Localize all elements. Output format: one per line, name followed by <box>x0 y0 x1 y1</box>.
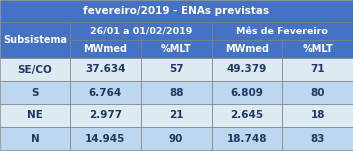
Text: %MLT: %MLT <box>302 44 333 54</box>
Bar <box>141 127 211 150</box>
Text: 21: 21 <box>169 111 183 120</box>
Bar <box>282 127 353 150</box>
Text: 57: 57 <box>169 64 184 74</box>
Text: N: N <box>31 133 40 143</box>
Text: NE: NE <box>27 111 43 120</box>
Text: SE/CO: SE/CO <box>18 64 52 74</box>
Bar <box>211 127 282 150</box>
Text: 18: 18 <box>310 111 325 120</box>
Bar <box>282 81 353 104</box>
Bar <box>70 127 141 150</box>
Text: 18.748: 18.748 <box>227 133 267 143</box>
Bar <box>282 104 353 127</box>
Bar <box>0 127 70 150</box>
Text: 6.764: 6.764 <box>89 87 122 98</box>
Bar <box>141 40 211 58</box>
Bar <box>141 81 211 104</box>
Bar <box>211 58 282 81</box>
Bar <box>282 58 353 81</box>
Text: fevereiro/2019 - ENAs previstas: fevereiro/2019 - ENAs previstas <box>83 6 270 16</box>
Text: MWmed: MWmed <box>225 44 269 54</box>
Text: 80: 80 <box>310 87 325 98</box>
Bar <box>0 81 70 104</box>
Bar <box>211 40 282 58</box>
Bar <box>0 22 70 58</box>
Bar <box>282 40 353 58</box>
Bar <box>70 104 141 127</box>
Text: 90: 90 <box>169 133 183 143</box>
Text: %MLT: %MLT <box>161 44 191 54</box>
Text: Subsistema: Subsistema <box>3 35 67 45</box>
Bar <box>70 58 141 81</box>
Bar <box>0 104 70 127</box>
Bar <box>141 104 211 127</box>
Bar <box>141 58 211 81</box>
Bar <box>211 22 353 40</box>
Bar <box>70 81 141 104</box>
Bar <box>0 58 70 81</box>
Text: 37.634: 37.634 <box>85 64 126 74</box>
Text: 49.379: 49.379 <box>227 64 267 74</box>
Text: 88: 88 <box>169 87 183 98</box>
Text: 14.945: 14.945 <box>85 133 126 143</box>
Bar <box>211 104 282 127</box>
Bar <box>211 81 282 104</box>
Bar <box>0 0 353 22</box>
Text: S: S <box>31 87 39 98</box>
Text: 26/01 a 01/02/2019: 26/01 a 01/02/2019 <box>90 26 192 35</box>
Text: 2.977: 2.977 <box>89 111 122 120</box>
Text: 2.645: 2.645 <box>230 111 263 120</box>
Text: 83: 83 <box>310 133 325 143</box>
Text: 71: 71 <box>310 64 325 74</box>
Bar <box>70 40 141 58</box>
Text: Mês de Fevereiro: Mês de Fevereiro <box>236 26 328 35</box>
Text: 6.809: 6.809 <box>231 87 263 98</box>
Bar <box>70 22 211 40</box>
Text: MWmed: MWmed <box>83 44 127 54</box>
